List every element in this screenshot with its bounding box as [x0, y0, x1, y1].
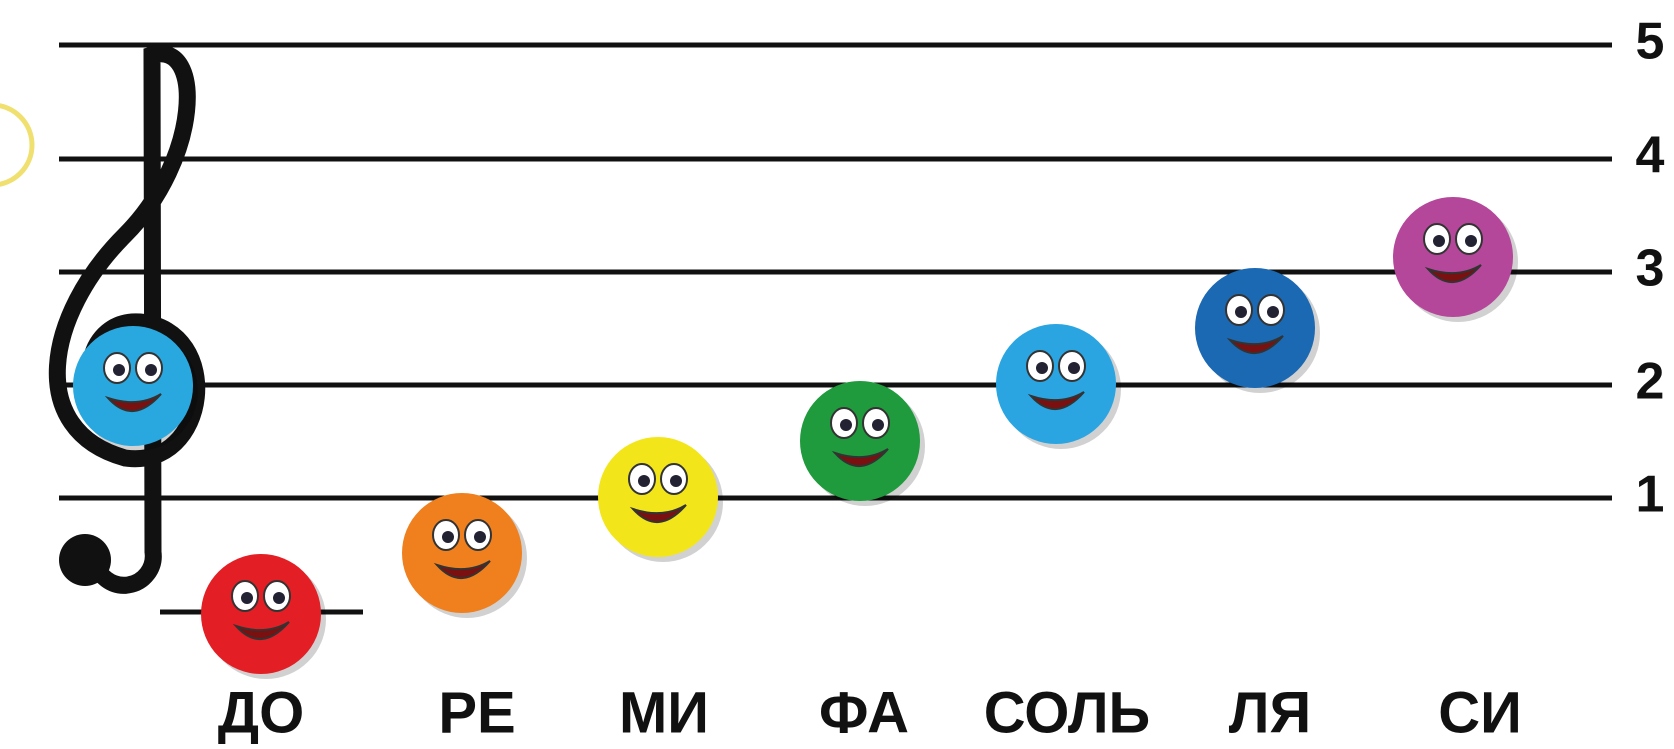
note — [800, 381, 920, 501]
note-label: ДО — [218, 680, 304, 745]
pupil — [273, 592, 285, 604]
pupil — [145, 364, 157, 376]
line-number: 1 — [1636, 466, 1665, 524]
pupil — [1235, 306, 1247, 318]
note-label: МИ — [619, 680, 709, 745]
music-staff: 1 2 3 4 5 ДО РЕ МИ ФА СОЛЬ ЛЯ СИ — [0, 0, 1674, 749]
note-label: СОЛЬ — [984, 680, 1151, 745]
pupil — [638, 475, 650, 487]
note — [73, 326, 193, 446]
note-label: ЛЯ — [1229, 680, 1311, 745]
line-number: 3 — [1636, 240, 1665, 298]
note — [201, 554, 321, 674]
line-number: 5 — [1636, 13, 1665, 71]
pupil — [1465, 235, 1477, 247]
note-label: ФА — [819, 680, 909, 745]
note — [1195, 268, 1315, 388]
line-number: 2 — [1636, 353, 1665, 411]
note-label: СИ — [1438, 680, 1522, 745]
decoration — [0, 105, 32, 185]
note — [1393, 197, 1513, 317]
note — [598, 437, 718, 557]
pupil — [241, 592, 253, 604]
notes — [73, 197, 1518, 679]
pupil — [442, 531, 454, 543]
pupil — [840, 419, 852, 431]
pupil — [1433, 235, 1445, 247]
note — [996, 324, 1116, 444]
pupil — [113, 364, 125, 376]
pupil — [1068, 362, 1080, 374]
note — [402, 493, 522, 613]
line-number: 4 — [1636, 127, 1665, 185]
pupil — [1036, 362, 1048, 374]
pupil — [872, 419, 884, 431]
treble-clef — [57, 54, 196, 586]
pupil — [474, 531, 486, 543]
pupil — [1267, 306, 1279, 318]
clef-dot — [59, 534, 111, 586]
note-label: РЕ — [438, 680, 515, 745]
pupil — [670, 475, 682, 487]
